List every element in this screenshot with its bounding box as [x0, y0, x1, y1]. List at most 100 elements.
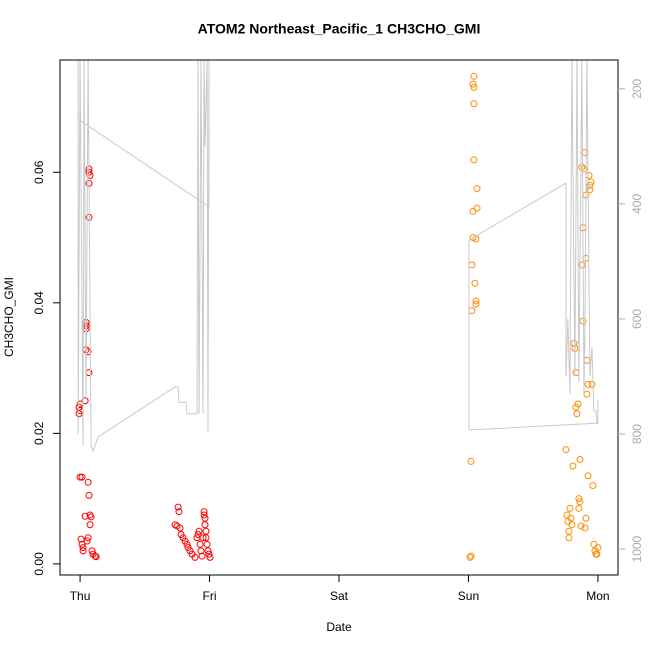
point — [88, 547, 96, 555]
point — [76, 473, 84, 481]
point — [197, 547, 205, 555]
y2-tick-label: 1000 — [630, 535, 644, 562]
point — [202, 534, 210, 542]
point — [83, 537, 91, 545]
point — [473, 204, 481, 212]
point — [470, 100, 478, 108]
point — [582, 514, 590, 522]
point — [570, 339, 578, 347]
point — [203, 540, 211, 548]
point — [566, 504, 574, 512]
point — [569, 462, 577, 470]
point — [195, 527, 203, 535]
point — [589, 482, 597, 490]
point — [84, 534, 92, 542]
point — [586, 181, 594, 189]
point — [200, 511, 208, 519]
point — [565, 527, 573, 535]
point — [568, 521, 576, 529]
point — [171, 521, 179, 529]
point — [201, 521, 209, 529]
point — [79, 547, 87, 555]
point — [84, 348, 92, 356]
point — [91, 552, 99, 560]
y-tick-label: 0.06 — [32, 160, 46, 184]
point — [201, 514, 209, 522]
x-tick-label: Mon — [586, 589, 609, 603]
point — [576, 455, 584, 463]
point — [573, 410, 581, 418]
point — [81, 397, 89, 405]
point — [575, 504, 583, 512]
point — [467, 552, 475, 560]
point — [183, 540, 191, 548]
point — [466, 553, 474, 561]
point — [176, 524, 184, 532]
point — [470, 83, 478, 91]
point — [198, 552, 206, 560]
y-tick-label: 0.02 — [32, 421, 46, 445]
point — [191, 553, 199, 561]
point — [584, 380, 592, 388]
point — [78, 540, 86, 548]
point — [470, 156, 478, 164]
point — [469, 80, 477, 88]
point — [204, 547, 212, 555]
point — [472, 300, 480, 308]
point — [472, 297, 480, 305]
point — [86, 521, 94, 529]
plot-area — [75, 60, 602, 561]
y2-tick-label: 400 — [630, 194, 644, 214]
y2-tick-label: 200 — [630, 78, 644, 98]
x-tick-label: Fri — [203, 589, 217, 603]
point — [194, 531, 202, 539]
point — [574, 400, 582, 408]
point — [79, 544, 87, 552]
point — [78, 473, 86, 481]
point — [593, 550, 601, 558]
point — [196, 540, 204, 548]
point — [575, 495, 583, 503]
point — [200, 508, 208, 516]
point — [175, 508, 183, 516]
point — [470, 72, 478, 80]
point — [562, 446, 570, 454]
point — [202, 527, 210, 535]
point — [467, 457, 475, 465]
point — [199, 534, 207, 542]
chart-title: ATOM2 Northeast_Pacific_1 CH3CHO_GMI — [198, 21, 481, 37]
point — [584, 472, 592, 480]
x-tick-label: Sat — [330, 589, 349, 603]
point — [583, 390, 591, 398]
point — [205, 550, 213, 558]
point — [87, 513, 95, 521]
point — [77, 535, 85, 543]
point — [174, 503, 182, 511]
point — [578, 261, 586, 269]
x-tick-label: Thu — [70, 589, 91, 603]
point — [85, 491, 93, 499]
x-axis-label: Date — [326, 620, 352, 634]
point — [565, 534, 573, 542]
point — [567, 514, 575, 522]
point — [75, 410, 83, 418]
point — [577, 522, 585, 530]
x-tick-label: Sun — [458, 589, 479, 603]
point — [588, 380, 596, 388]
y2-tick-label: 600 — [630, 309, 644, 329]
point — [206, 553, 214, 561]
point — [581, 524, 589, 532]
point — [594, 544, 602, 552]
point — [471, 279, 479, 287]
y-tick-label: 0.00 — [32, 552, 46, 576]
point — [92, 553, 100, 561]
pressure-line — [77, 60, 599, 453]
point — [473, 185, 481, 193]
y2-tick-label: 800 — [630, 424, 644, 444]
point — [586, 186, 594, 194]
point — [578, 163, 586, 171]
point — [75, 403, 83, 411]
